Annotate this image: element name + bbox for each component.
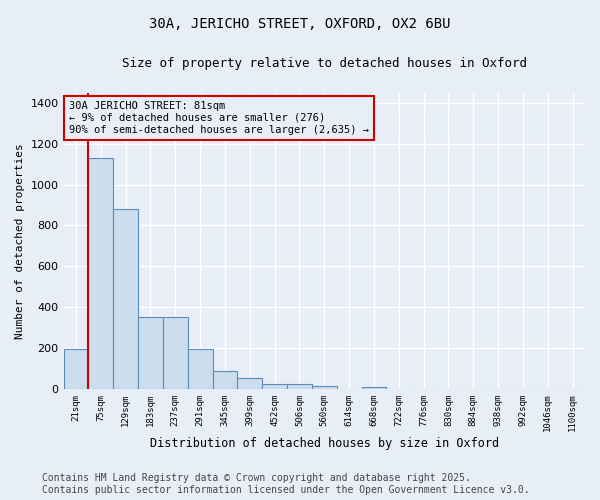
Text: 30A JERICHO STREET: 81sqm
← 9% of detached houses are smaller (276)
90% of semi-: 30A JERICHO STREET: 81sqm ← 9% of detach… bbox=[69, 102, 369, 134]
Bar bbox=[212, 370, 238, 389]
Bar bbox=[188, 349, 212, 389]
Bar bbox=[287, 384, 312, 389]
Bar bbox=[362, 386, 386, 389]
Y-axis label: Number of detached properties: Number of detached properties bbox=[15, 143, 25, 338]
Bar bbox=[138, 318, 163, 389]
Bar bbox=[64, 350, 88, 389]
Bar bbox=[163, 318, 188, 389]
Bar bbox=[262, 384, 287, 389]
Bar bbox=[113, 209, 138, 389]
Bar bbox=[88, 158, 113, 389]
Bar bbox=[238, 378, 262, 389]
Bar bbox=[312, 386, 337, 389]
X-axis label: Distribution of detached houses by size in Oxford: Distribution of detached houses by size … bbox=[150, 437, 499, 450]
Text: Contains HM Land Registry data © Crown copyright and database right 2025.
Contai: Contains HM Land Registry data © Crown c… bbox=[42, 474, 530, 495]
Title: Size of property relative to detached houses in Oxford: Size of property relative to detached ho… bbox=[122, 58, 527, 70]
Text: 30A, JERICHO STREET, OXFORD, OX2 6BU: 30A, JERICHO STREET, OXFORD, OX2 6BU bbox=[149, 18, 451, 32]
